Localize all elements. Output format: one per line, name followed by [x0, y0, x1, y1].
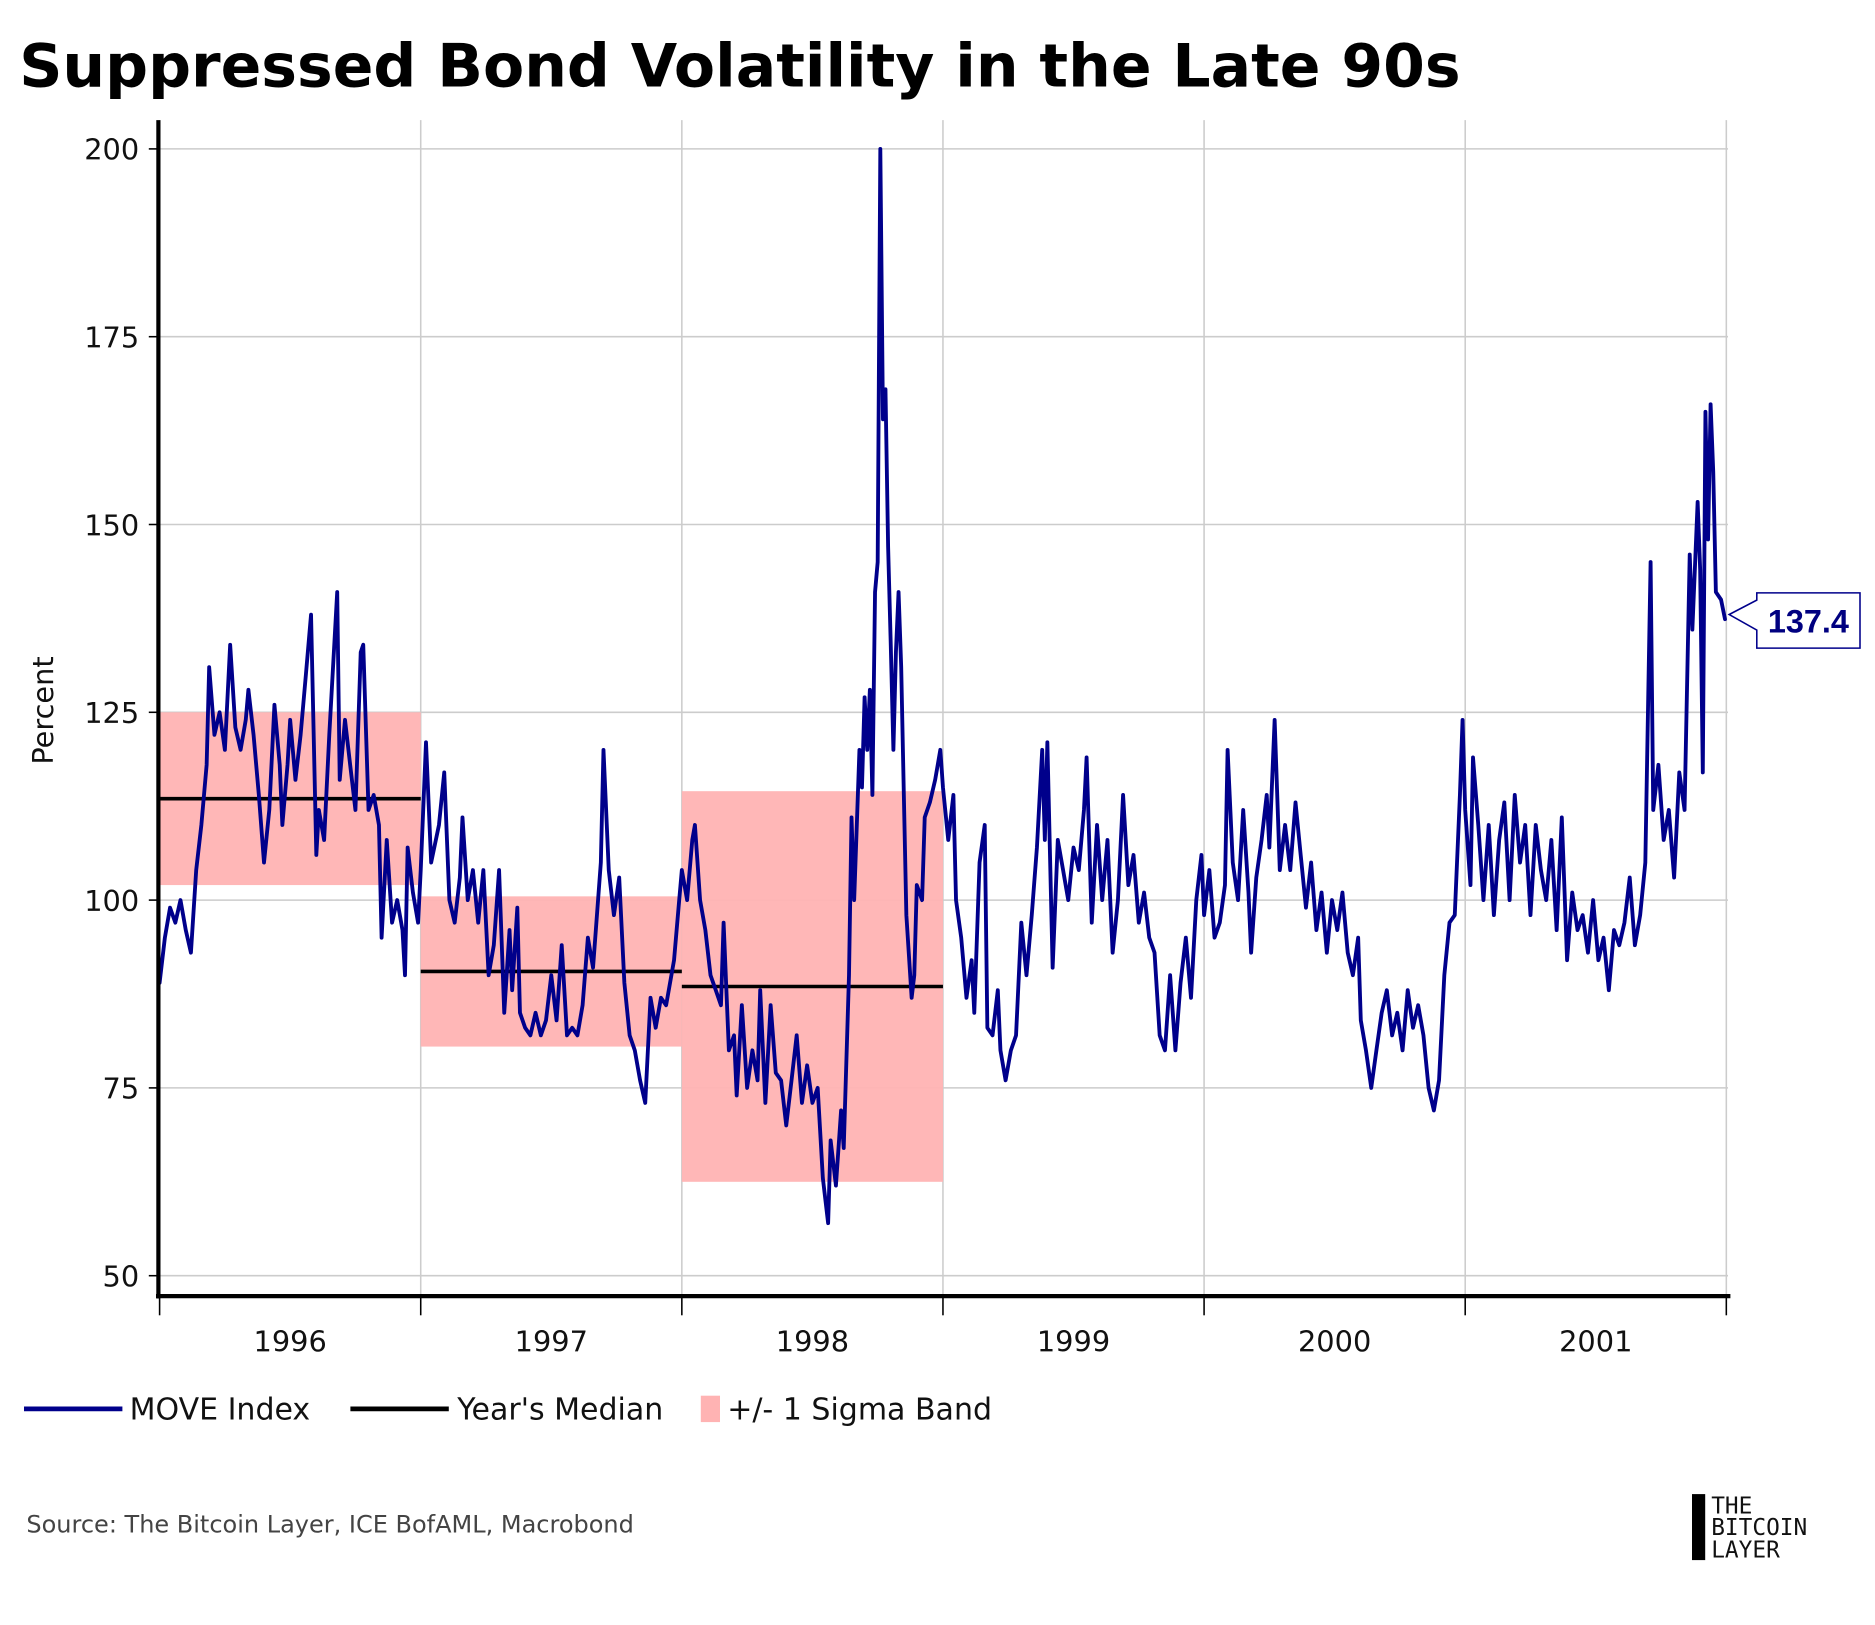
legend-label-median: Year's Median [456, 1393, 663, 1428]
x-tick-label: 1999 [1037, 1324, 1110, 1358]
series-layer [157, 146, 1727, 1226]
y-tick-label: 175 [84, 321, 139, 355]
logo-line-1: THE [1711, 1493, 1752, 1519]
last-value-label: 137.4 [1768, 604, 1849, 640]
x-tick-label: 2001 [1559, 1324, 1632, 1358]
callout-box [1727, 592, 1861, 649]
source-note: Source: The Bitcoin Layer, ICE BofAML, M… [26, 1511, 634, 1539]
legend-label-move: MOVE Index [130, 1393, 311, 1428]
y-tick-label: 200 [84, 133, 139, 167]
legend-label-band: +/- 1 Sigma Band [727, 1393, 992, 1428]
sigma-bands [159, 712, 943, 1182]
x-tick-label: 2000 [1298, 1324, 1371, 1358]
x-tick-label: 1996 [254, 1324, 327, 1358]
the-bitcoin-layer-logo: THE BITCOIN LAYER [1692, 1493, 1807, 1564]
axes: 50 75 100 125 150 175 200 1996 1997 1998 1999 2000 2… [84, 120, 1731, 1358]
logo-bar [1692, 1494, 1706, 1561]
y-tick-label: 75 [103, 1072, 140, 1106]
legend: MOVE Index Year's Median +/- 1 Sigma Ban… [24, 1393, 992, 1428]
y-tick-label: 125 [84, 696, 139, 730]
y-axis-label: Percent [26, 656, 60, 764]
logo-line-3: LAYER [1711, 1538, 1780, 1564]
x-tick-label: 1997 [515, 1324, 588, 1358]
move-index-line [157, 146, 1727, 1226]
y-tick-label: 100 [84, 884, 139, 918]
y-tick-label: 50 [103, 1260, 140, 1294]
gridlines [158, 120, 1728, 1297]
last-value-callout: 137.4 [1727, 592, 1861, 649]
legend-swatch-band [700, 1395, 720, 1423]
chart-title: Suppressed Bond Volatility in the Late 9… [19, 32, 1460, 102]
x-tick-label: 1998 [776, 1324, 849, 1358]
y-tick-label: 150 [84, 508, 139, 542]
logo-line-2: BITCOIN [1711, 1515, 1807, 1541]
